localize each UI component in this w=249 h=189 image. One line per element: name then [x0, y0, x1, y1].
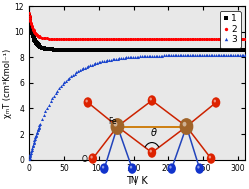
- Circle shape: [169, 166, 172, 169]
- 2: [183, 38, 186, 40]
- 1: [139, 49, 142, 51]
- Circle shape: [90, 156, 93, 159]
- 2: [28, 15, 31, 17]
- Text: N: N: [130, 176, 136, 185]
- Line: 3: 3: [28, 53, 247, 160]
- Circle shape: [150, 98, 152, 101]
- 1: [183, 49, 186, 51]
- Circle shape: [180, 118, 193, 135]
- Circle shape: [100, 163, 109, 174]
- 2: [188, 38, 191, 40]
- 1: [28, 14, 31, 16]
- 1: [202, 49, 205, 51]
- Circle shape: [102, 166, 104, 169]
- 1: [244, 49, 247, 51]
- 3: [30, 148, 33, 151]
- 2: [30, 25, 33, 27]
- 3: [244, 54, 247, 56]
- Circle shape: [212, 97, 220, 108]
- Circle shape: [207, 153, 215, 164]
- Circle shape: [84, 97, 92, 108]
- Circle shape: [128, 163, 136, 174]
- Circle shape: [167, 163, 176, 174]
- Circle shape: [183, 122, 187, 126]
- Line: 2: 2: [28, 12, 247, 40]
- 1: [228, 49, 231, 51]
- Circle shape: [150, 150, 152, 153]
- 2: [244, 38, 247, 40]
- Legend: 1, 2, 3: 1, 2, 3: [220, 11, 241, 48]
- Circle shape: [195, 163, 204, 174]
- Circle shape: [148, 147, 156, 158]
- 2: [28, 12, 31, 14]
- Circle shape: [88, 153, 97, 164]
- Text: $\theta$: $\theta$: [150, 126, 157, 138]
- Circle shape: [85, 100, 88, 102]
- Circle shape: [130, 166, 132, 169]
- 3: [190, 54, 193, 56]
- Circle shape: [214, 100, 216, 102]
- 3: [226, 54, 229, 56]
- 3: [28, 158, 31, 160]
- X-axis label: T / K: T / K: [126, 176, 148, 186]
- 1: [30, 30, 33, 33]
- 3: [28, 156, 31, 159]
- 3: [183, 54, 186, 56]
- Circle shape: [197, 166, 200, 169]
- 2: [228, 38, 231, 40]
- Circle shape: [111, 118, 124, 135]
- Circle shape: [148, 95, 156, 106]
- 2: [139, 38, 142, 40]
- 3: [139, 55, 142, 57]
- 1: [28, 17, 31, 19]
- Text: Fe: Fe: [108, 117, 117, 126]
- Circle shape: [114, 122, 118, 126]
- Circle shape: [209, 156, 211, 159]
- Y-axis label: χₘT (cm³Kmol⁻¹): χₘT (cm³Kmol⁻¹): [3, 48, 12, 118]
- 1: [190, 49, 193, 51]
- Line: 1: 1: [28, 14, 247, 51]
- 2: [192, 38, 195, 40]
- Text: O: O: [81, 155, 87, 164]
